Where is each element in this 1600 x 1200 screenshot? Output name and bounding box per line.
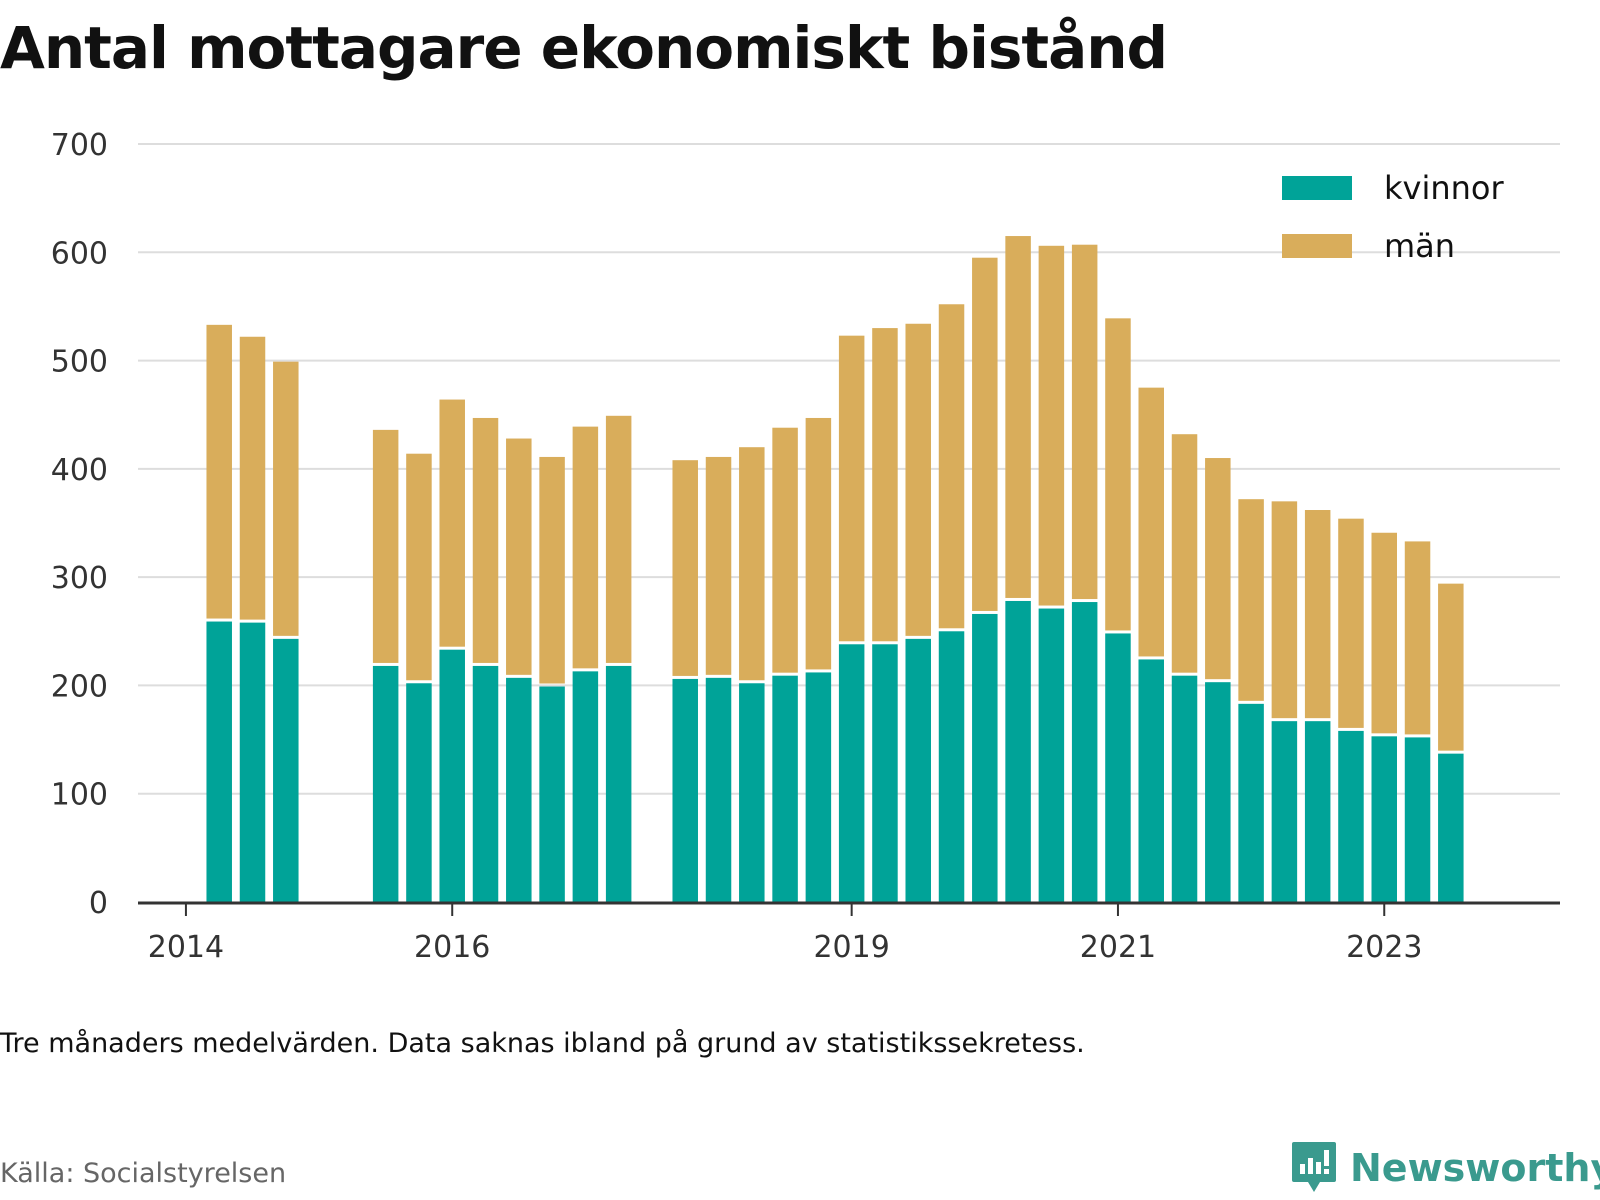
legend: kvinnor män <box>1282 169 1505 265</box>
bar-man <box>239 336 266 620</box>
bar-kvinnor <box>872 644 898 902</box>
bar-kvinnor <box>605 665 632 902</box>
bar-man <box>1371 532 1397 734</box>
x-axis-tick-labels: 2014 2016 2019 2021 2023 <box>148 930 1423 965</box>
bar-kvinnor <box>1138 659 1164 902</box>
x-tick-label: 2016 <box>414 930 490 965</box>
bar-kvinnor <box>439 649 465 902</box>
brand-name: Newsworthy <box>1350 1146 1600 1190</box>
legend-swatch-kvinnor <box>1282 176 1352 200</box>
bar-man <box>1404 541 1431 735</box>
bar-kvinnor <box>239 622 266 902</box>
y-tick-label: 300 <box>51 561 108 596</box>
bar-kvinnor <box>472 665 499 902</box>
bar-man <box>1171 434 1198 673</box>
bar-man <box>1304 510 1331 719</box>
bar-man <box>1438 583 1464 751</box>
bar-kvinnor <box>1038 608 1065 902</box>
bar-man <box>838 335 865 642</box>
bar-man <box>905 323 931 636</box>
x-tick-label: 2014 <box>148 930 224 965</box>
bar-kvinnor <box>772 675 798 902</box>
bar-kvinnor <box>1105 633 1131 902</box>
x-tick-label: 2019 <box>813 930 889 965</box>
bar-man <box>1105 318 1131 631</box>
bar-kvinnor <box>372 665 399 902</box>
legend-label-kvinnor: kvinnor <box>1384 169 1505 207</box>
bar-kvinnor <box>1238 703 1264 902</box>
bar-kvinnor <box>1205 682 1231 902</box>
bar-man <box>672 460 698 676</box>
y-axis-tick-labels: 0 100 200 300 400 500 600 700 <box>51 128 108 921</box>
bar-man <box>572 426 599 669</box>
y-tick-label: 700 <box>51 128 108 163</box>
bar-man <box>805 417 832 670</box>
bars <box>206 236 1464 902</box>
bar-man <box>1038 245 1065 606</box>
bar-kvinnor <box>506 677 532 902</box>
newsworthy-logo-icon <box>1292 1142 1336 1192</box>
bar-man <box>539 456 565 684</box>
bar-man <box>506 438 532 675</box>
bar-kvinnor <box>805 672 832 902</box>
bar-kvinnor <box>539 686 565 902</box>
legend-label-man: män <box>1384 227 1455 265</box>
bar-man <box>1005 236 1031 598</box>
bar-man <box>772 427 798 673</box>
bar-man <box>705 456 732 675</box>
bar-man <box>1138 387 1164 657</box>
bar-man <box>872 328 898 642</box>
bar-kvinnor <box>273 638 299 902</box>
legend-swatch-man <box>1282 234 1352 258</box>
bar-kvinnor <box>672 678 698 902</box>
bar-man <box>972 257 998 611</box>
bar-kvinnor <box>1404 737 1431 902</box>
bar-man <box>472 417 499 663</box>
bar-man <box>406 453 432 681</box>
bar-man <box>1205 458 1231 680</box>
bar-man <box>206 324 232 619</box>
bar-man <box>739 447 765 681</box>
bar-man <box>1238 499 1264 701</box>
x-tick-label: 2021 <box>1080 930 1156 965</box>
bar-man <box>273 361 299 636</box>
brand-logo: Newsworthy <box>1290 1140 1600 1196</box>
y-tick-label: 0 <box>89 886 108 921</box>
bar-man <box>439 399 465 647</box>
y-tick-label: 200 <box>51 669 108 704</box>
bar-kvinnor <box>1338 730 1364 902</box>
bar-kvinnor <box>572 671 599 902</box>
bar-kvinnor <box>1304 721 1331 902</box>
bar-kvinnor <box>938 631 965 902</box>
bar-man <box>605 415 632 663</box>
x-axis <box>138 901 1560 916</box>
y-tick-label: 600 <box>51 236 108 271</box>
y-tick-label: 400 <box>51 453 108 488</box>
chart-note: Tre månaders medelvärden. Data saknas ib… <box>0 1028 1085 1059</box>
bar-man <box>1071 244 1098 600</box>
chart-title: Antal mottagare ekonomiskt bistånd <box>0 14 1168 82</box>
bar-kvinnor <box>972 613 998 902</box>
x-tick-label: 2023 <box>1346 930 1422 965</box>
bar-kvinnor <box>1271 721 1298 902</box>
bar-kvinnor <box>739 683 765 902</box>
bar-kvinnor <box>838 644 865 902</box>
bar-man <box>372 429 399 663</box>
source-text: Källa: Socialstyrelsen <box>0 1158 287 1189</box>
bar-kvinnor <box>1438 753 1464 902</box>
bar-kvinnor <box>905 638 931 902</box>
bar-man <box>1338 518 1364 728</box>
bar-kvinnor <box>1371 736 1397 902</box>
bar-kvinnor <box>705 677 732 902</box>
bar-kvinnor <box>206 621 232 902</box>
bar-kvinnor <box>1005 600 1031 902</box>
bar-kvinnor <box>1171 675 1198 902</box>
bar-kvinnor <box>406 683 432 902</box>
bar-man <box>1271 501 1298 719</box>
y-tick-label: 100 <box>51 778 108 813</box>
bar-man <box>938 304 965 629</box>
bar-kvinnor <box>1071 602 1098 902</box>
y-tick-label: 500 <box>51 345 108 380</box>
